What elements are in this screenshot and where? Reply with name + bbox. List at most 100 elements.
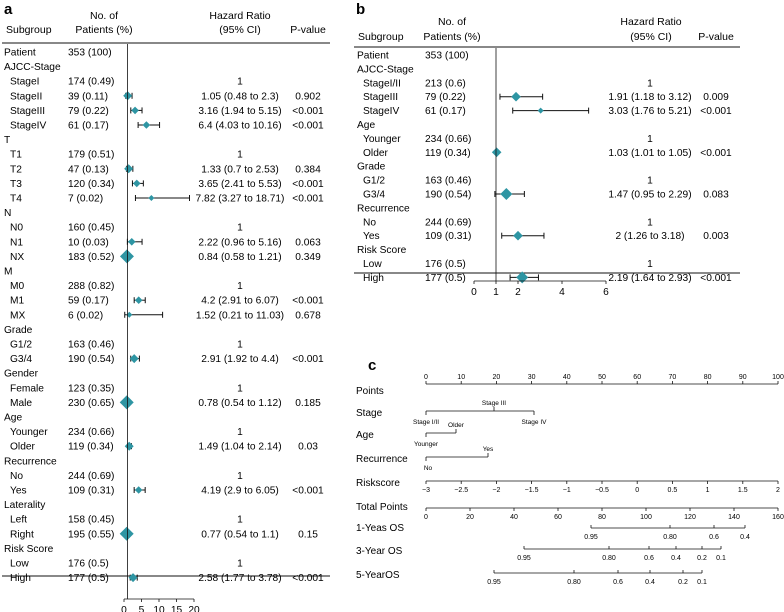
forest-a-row-label: StageIII	[10, 106, 45, 117]
forest-b-hr-cell: 1	[647, 217, 653, 228]
forest-b-patients-cell: 61 (0.17)	[425, 106, 466, 117]
forest-a-hr-cell: 1.52 (0.21 to 11.03)	[196, 310, 284, 321]
forest-a-pvalue-cell: 0.384	[295, 164, 321, 175]
forest-a-axis-tick-label: 5	[139, 605, 145, 612]
forest-a-patients-cell: 177 (0.5)	[68, 573, 109, 584]
forest-a-row-label: NX	[10, 252, 24, 263]
forest-a-hr-marker	[142, 121, 151, 129]
forest-a-hr-cell: 0.84 (0.58 to 1.21)	[198, 252, 281, 263]
forest-b-group-recurrence: Recurrence	[357, 203, 410, 214]
nomogram-1yr-os-tick-label: 0.6	[709, 534, 719, 541]
forest-a-row-label: Female	[10, 383, 44, 394]
forest-a-row-label: M1	[10, 296, 24, 307]
forest-a-row-label: StageIV	[10, 121, 46, 132]
nomogram-riskscore-tick-label: 1	[706, 487, 710, 494]
nomogram-label-3yr-os: 3-Year OS	[356, 546, 403, 557]
forest-b-group-grade: Grade	[357, 162, 386, 173]
forest-a-row-label: T2	[10, 164, 22, 175]
nomogram-riskscore-tick-label: 1.5	[738, 487, 748, 494]
panel-b-rows: Patient 353 (100) AJCC-Stage StageI/II 213 (…	[357, 51, 732, 284]
forest-a-group-m: M	[4, 267, 13, 278]
forest-a-pvalue-cell: 0.063	[295, 237, 321, 248]
nomogram-points-tick-label: 40	[563, 374, 571, 381]
forest-a-patients-cell: 183 (0.52)	[68, 252, 114, 263]
nomogram-5yr-os-tick-label: 0.80	[567, 579, 581, 586]
forest-a-row-label: Older	[10, 442, 36, 453]
forest-a-hr-cell: 1.05 (0.48 to 2.3)	[201, 91, 279, 102]
forest-a-hr-cell: 1	[237, 471, 243, 482]
nomogram-label-stage: Stage	[356, 408, 383, 419]
forest-a-row-label: N1	[10, 237, 23, 248]
forest-a-group-laterality: Laterality	[4, 500, 46, 511]
panel-b-label: b	[356, 1, 365, 18]
forest-a-row-label: Left	[10, 515, 27, 526]
forest-a-patients-cell: 59 (0.17)	[68, 296, 109, 307]
forest-a-group-gender: Gender	[4, 369, 39, 380]
nomogram-1yr-os-tick-label: 0.80	[663, 534, 677, 541]
forest-b-pvalue-cell: <0.001	[700, 106, 732, 117]
forest-a-patients-cell: 79 (0.22)	[68, 106, 109, 117]
forest-b-patients-cell: 79 (0.22)	[425, 92, 466, 103]
forest-a-patients-cell: 353 (100)	[68, 48, 112, 59]
nomogram-5yr-os-tick-label: 0.6	[613, 579, 623, 586]
forest-a-hr-marker	[134, 486, 143, 494]
forest-a-patients-cell: 244 (0.69)	[68, 471, 114, 482]
nomogram-points-tick-label: 70	[669, 374, 677, 381]
forest-a-patients-cell: 119 (0.34)	[68, 442, 114, 453]
forest-b-patients-cell: 176 (0.5)	[425, 259, 466, 270]
nomogram-points-tick-label: 0	[424, 374, 428, 381]
forest-b-patients-cell: 244 (0.69)	[425, 217, 471, 228]
forest-b-axis-tick-label: 0	[471, 287, 477, 298]
forest-b-hr-marker	[500, 188, 513, 200]
panel-b-forest-plot: b Subgroup No. of Patients (%) Hazard Ra…	[354, 1, 740, 298]
forest-a-hr-marker	[132, 179, 141, 188]
nomogram-label-5yr-os: 5-YearOS	[356, 570, 400, 581]
forest-a-pvalue-cell: <0.001	[292, 106, 324, 117]
nomogram-1yr-os-tick-label: 0.4	[740, 534, 750, 541]
nomogram-total-points-tick-label: 100	[640, 514, 652, 521]
forest-a-hr-cell: 2.91 (1.92 to 4.4)	[201, 354, 279, 365]
nomogram-points-tick-label: 50	[598, 374, 606, 381]
forest-a-hr-marker	[119, 395, 134, 410]
forest-a-patients-cell: 158 (0.45)	[68, 515, 114, 526]
nomogram-points-tick-label: 90	[739, 374, 747, 381]
forest-a-row-label: T3	[10, 179, 22, 190]
forest-a-hr-marker	[148, 195, 155, 201]
nomogram-5yr-os-tick-label: 0.1	[697, 579, 707, 586]
nomogram-label-recurrence: Recurrence	[356, 454, 408, 465]
panel-b-header-hr-line2: (95% CI)	[630, 31, 671, 43]
forest-a-axis-tick-label: 20	[188, 605, 200, 612]
panel-a-header-hr-line2: (95% CI)	[219, 24, 260, 36]
forest-a-axis-tick-label: 10	[153, 605, 165, 612]
forest-a-group-grade: Grade	[4, 325, 33, 336]
forest-b-row-label: Patient	[357, 51, 389, 62]
forest-a-patients-cell: 163 (0.46)	[68, 340, 114, 351]
forest-b-hr-cell: 2.19 (1.64 to 2.93)	[608, 273, 691, 284]
forest-a-pvalue-cell: <0.001	[292, 179, 324, 190]
forest-b-row-label: StageIII	[363, 92, 398, 103]
forest-a-hr-cell: 1	[237, 150, 243, 161]
forest-a-row-label: Younger	[10, 427, 48, 438]
forest-a-patients-cell: 160 (0.45)	[68, 223, 114, 234]
nomogram-points-tick-label: 30	[528, 374, 536, 381]
forest-b-row-label: High	[363, 273, 384, 284]
forest-a-hr-cell: 0.77 (0.54 to 1.1)	[201, 529, 279, 540]
forest-a-axis-tick-label: 15	[171, 605, 183, 612]
forest-b-patients-cell: 213 (0.6)	[425, 78, 466, 89]
forest-b-row-label: Younger	[363, 134, 401, 145]
forest-b-axis-tick-label: 4	[559, 287, 565, 298]
nomogram-stage-label-iii: Stage III	[482, 400, 506, 407]
forest-a-hr-cell: 1	[237, 383, 243, 394]
forest-a-pvalue-cell: <0.001	[292, 573, 324, 584]
forest-a-hr-cell: 1	[237, 427, 243, 438]
forest-a-hr-marker	[124, 441, 134, 451]
forest-a-hr-marker	[127, 238, 136, 246]
nomogram-total-points-tick-label: 140	[728, 514, 740, 521]
nomogram-3yr-os-tick-label: 0.80	[602, 555, 616, 562]
nomogram-points-tick-label: 60	[633, 374, 641, 381]
forest-b-pvalue-cell: <0.001	[700, 148, 732, 159]
nomogram-riskscore-tick-label: 0.5	[668, 487, 678, 494]
forest-a-patients-cell: 174 (0.49)	[68, 77, 114, 88]
forest-a-row-label: StageII	[10, 91, 42, 102]
